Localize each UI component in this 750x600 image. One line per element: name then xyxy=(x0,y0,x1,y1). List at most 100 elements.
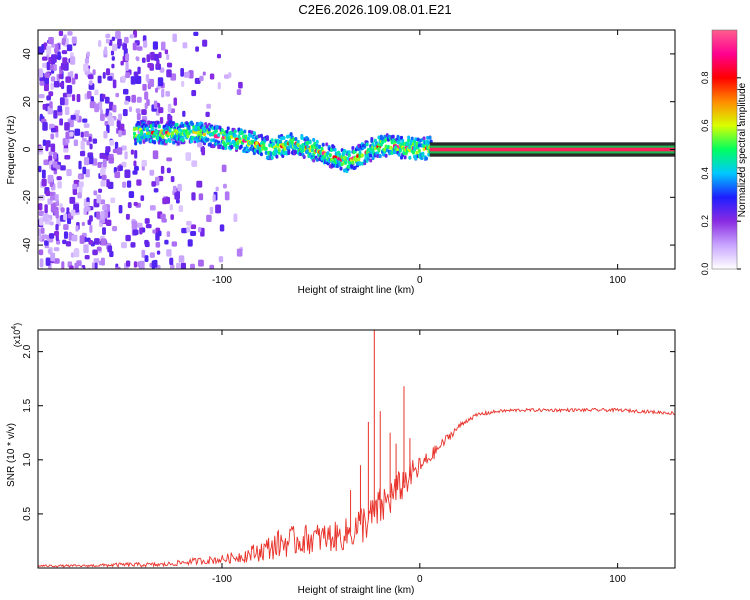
heatmap-cell xyxy=(166,69,172,78)
heatmap-cell xyxy=(67,71,74,78)
snr-ytick-label: 0.5 xyxy=(22,507,33,521)
heatmap-cell xyxy=(41,43,45,53)
heatmap-cell xyxy=(74,109,80,114)
heatmap-cell xyxy=(76,260,82,266)
heatmap-cell xyxy=(59,118,64,126)
heatmap-cell xyxy=(236,248,243,257)
heatmap-cell xyxy=(216,125,220,130)
heatmap-cell xyxy=(189,139,193,144)
heatmap-cell xyxy=(166,62,173,68)
heatmap-cell xyxy=(169,124,173,129)
heatmap-cell xyxy=(82,166,87,175)
heatmap-cell xyxy=(325,142,329,147)
heatmap-cell xyxy=(396,134,400,139)
snr-xtick-label: -100 xyxy=(212,574,232,585)
heatmap-cell xyxy=(53,151,57,160)
heatmap-cell xyxy=(132,229,139,235)
heatmap-cell xyxy=(280,136,284,141)
colorbar-tick-label: 0.0 xyxy=(700,263,710,276)
heatmap-cell xyxy=(209,73,215,80)
heatmap-cell xyxy=(41,178,47,187)
heatmap-cell xyxy=(421,151,425,156)
heatmap-cell xyxy=(160,165,165,174)
heatmap-cell xyxy=(218,256,224,263)
heatmap-cell xyxy=(42,213,49,222)
heatmap-cell xyxy=(259,152,263,157)
heatmap-cell xyxy=(415,150,419,155)
heatmap-cell xyxy=(122,43,127,51)
heatmap-cell xyxy=(169,120,173,125)
heatmap-cell xyxy=(194,77,201,84)
heatmap-cell xyxy=(87,74,94,80)
heatmap-cell xyxy=(73,139,79,147)
heatmap-cell xyxy=(64,122,70,131)
heatmap-cell xyxy=(57,181,62,189)
heatmap-cell xyxy=(91,262,96,269)
heatmap-cell xyxy=(363,143,367,148)
heatmap-cell xyxy=(239,144,243,149)
heatmap-cell xyxy=(155,241,161,248)
heatmap-cell xyxy=(152,229,156,234)
heatmap-cell xyxy=(147,120,151,125)
heatmap-cell xyxy=(270,155,274,160)
heatmap-cell xyxy=(76,93,81,103)
heatmap-cell xyxy=(271,142,275,147)
heatmap-cell xyxy=(92,158,98,166)
heatmap-cell xyxy=(190,224,197,230)
heatmap-cell xyxy=(150,51,155,61)
heatmap-cell xyxy=(198,259,204,267)
heatmap-cell xyxy=(353,165,357,170)
heatmap-cell xyxy=(422,136,426,141)
heatmap-cell xyxy=(152,150,159,160)
heatmap-cell xyxy=(153,100,158,109)
heatmap-cell xyxy=(62,57,68,64)
heatmap-cell xyxy=(175,122,179,127)
heatmap-cell xyxy=(116,147,123,155)
heatmap-cell xyxy=(283,146,287,151)
heatmap-cell xyxy=(321,142,325,147)
heatmap-cell xyxy=(175,131,179,136)
heatmap-xtick-label: 100 xyxy=(609,275,626,286)
heatmap-cell xyxy=(93,258,100,264)
heatmap-ytick-label: -40 xyxy=(22,237,33,252)
heatmap-cell xyxy=(52,161,58,168)
heatmap-cell xyxy=(51,54,57,63)
heatmap-cell xyxy=(145,74,150,82)
heatmap-cell xyxy=(357,147,361,152)
heatmap-cell xyxy=(144,137,148,142)
heatmap-cell xyxy=(385,148,389,153)
heatmap-cell xyxy=(45,257,51,266)
heatmap-cell xyxy=(133,201,138,207)
heatmap-cell xyxy=(141,135,145,140)
heatmap-cell xyxy=(128,191,135,199)
heatmap-cell xyxy=(70,252,75,258)
heatmap-cell xyxy=(153,140,157,145)
heatmap-cell xyxy=(56,176,62,181)
heatmap-cell xyxy=(125,213,130,220)
heatmap-cell xyxy=(243,129,247,134)
heatmap-cell xyxy=(196,180,203,188)
heatmap-cell xyxy=(61,261,65,269)
heatmap-cell xyxy=(115,30,121,40)
heatmap-cell xyxy=(236,89,242,95)
heatmap-cell xyxy=(49,221,54,226)
heatmap-cell xyxy=(70,209,76,216)
heatmap-cell xyxy=(94,103,99,113)
heatmap-cell xyxy=(165,91,171,97)
heatmap-cell xyxy=(294,150,298,155)
heatmap-cell xyxy=(166,231,171,237)
heatmap-cell xyxy=(296,139,300,144)
snr-chart: -100 0 100 0.5 1.0 1.5 2.0 (x104) Height of s… xyxy=(6,323,676,596)
heatmap-cell xyxy=(85,206,91,212)
heatmap-cell xyxy=(164,239,169,245)
heatmap-cell xyxy=(199,128,203,133)
heatmap-cell xyxy=(155,129,159,134)
heatmap-cell xyxy=(211,126,215,131)
heatmap-cell xyxy=(132,170,138,175)
heatmap-cell xyxy=(131,220,138,230)
heatmap-cell xyxy=(136,179,142,186)
heatmap-cell xyxy=(157,77,164,87)
heatmap-cell xyxy=(289,132,293,137)
heatmap-cell xyxy=(150,127,154,132)
heatmap-cell xyxy=(286,134,290,139)
